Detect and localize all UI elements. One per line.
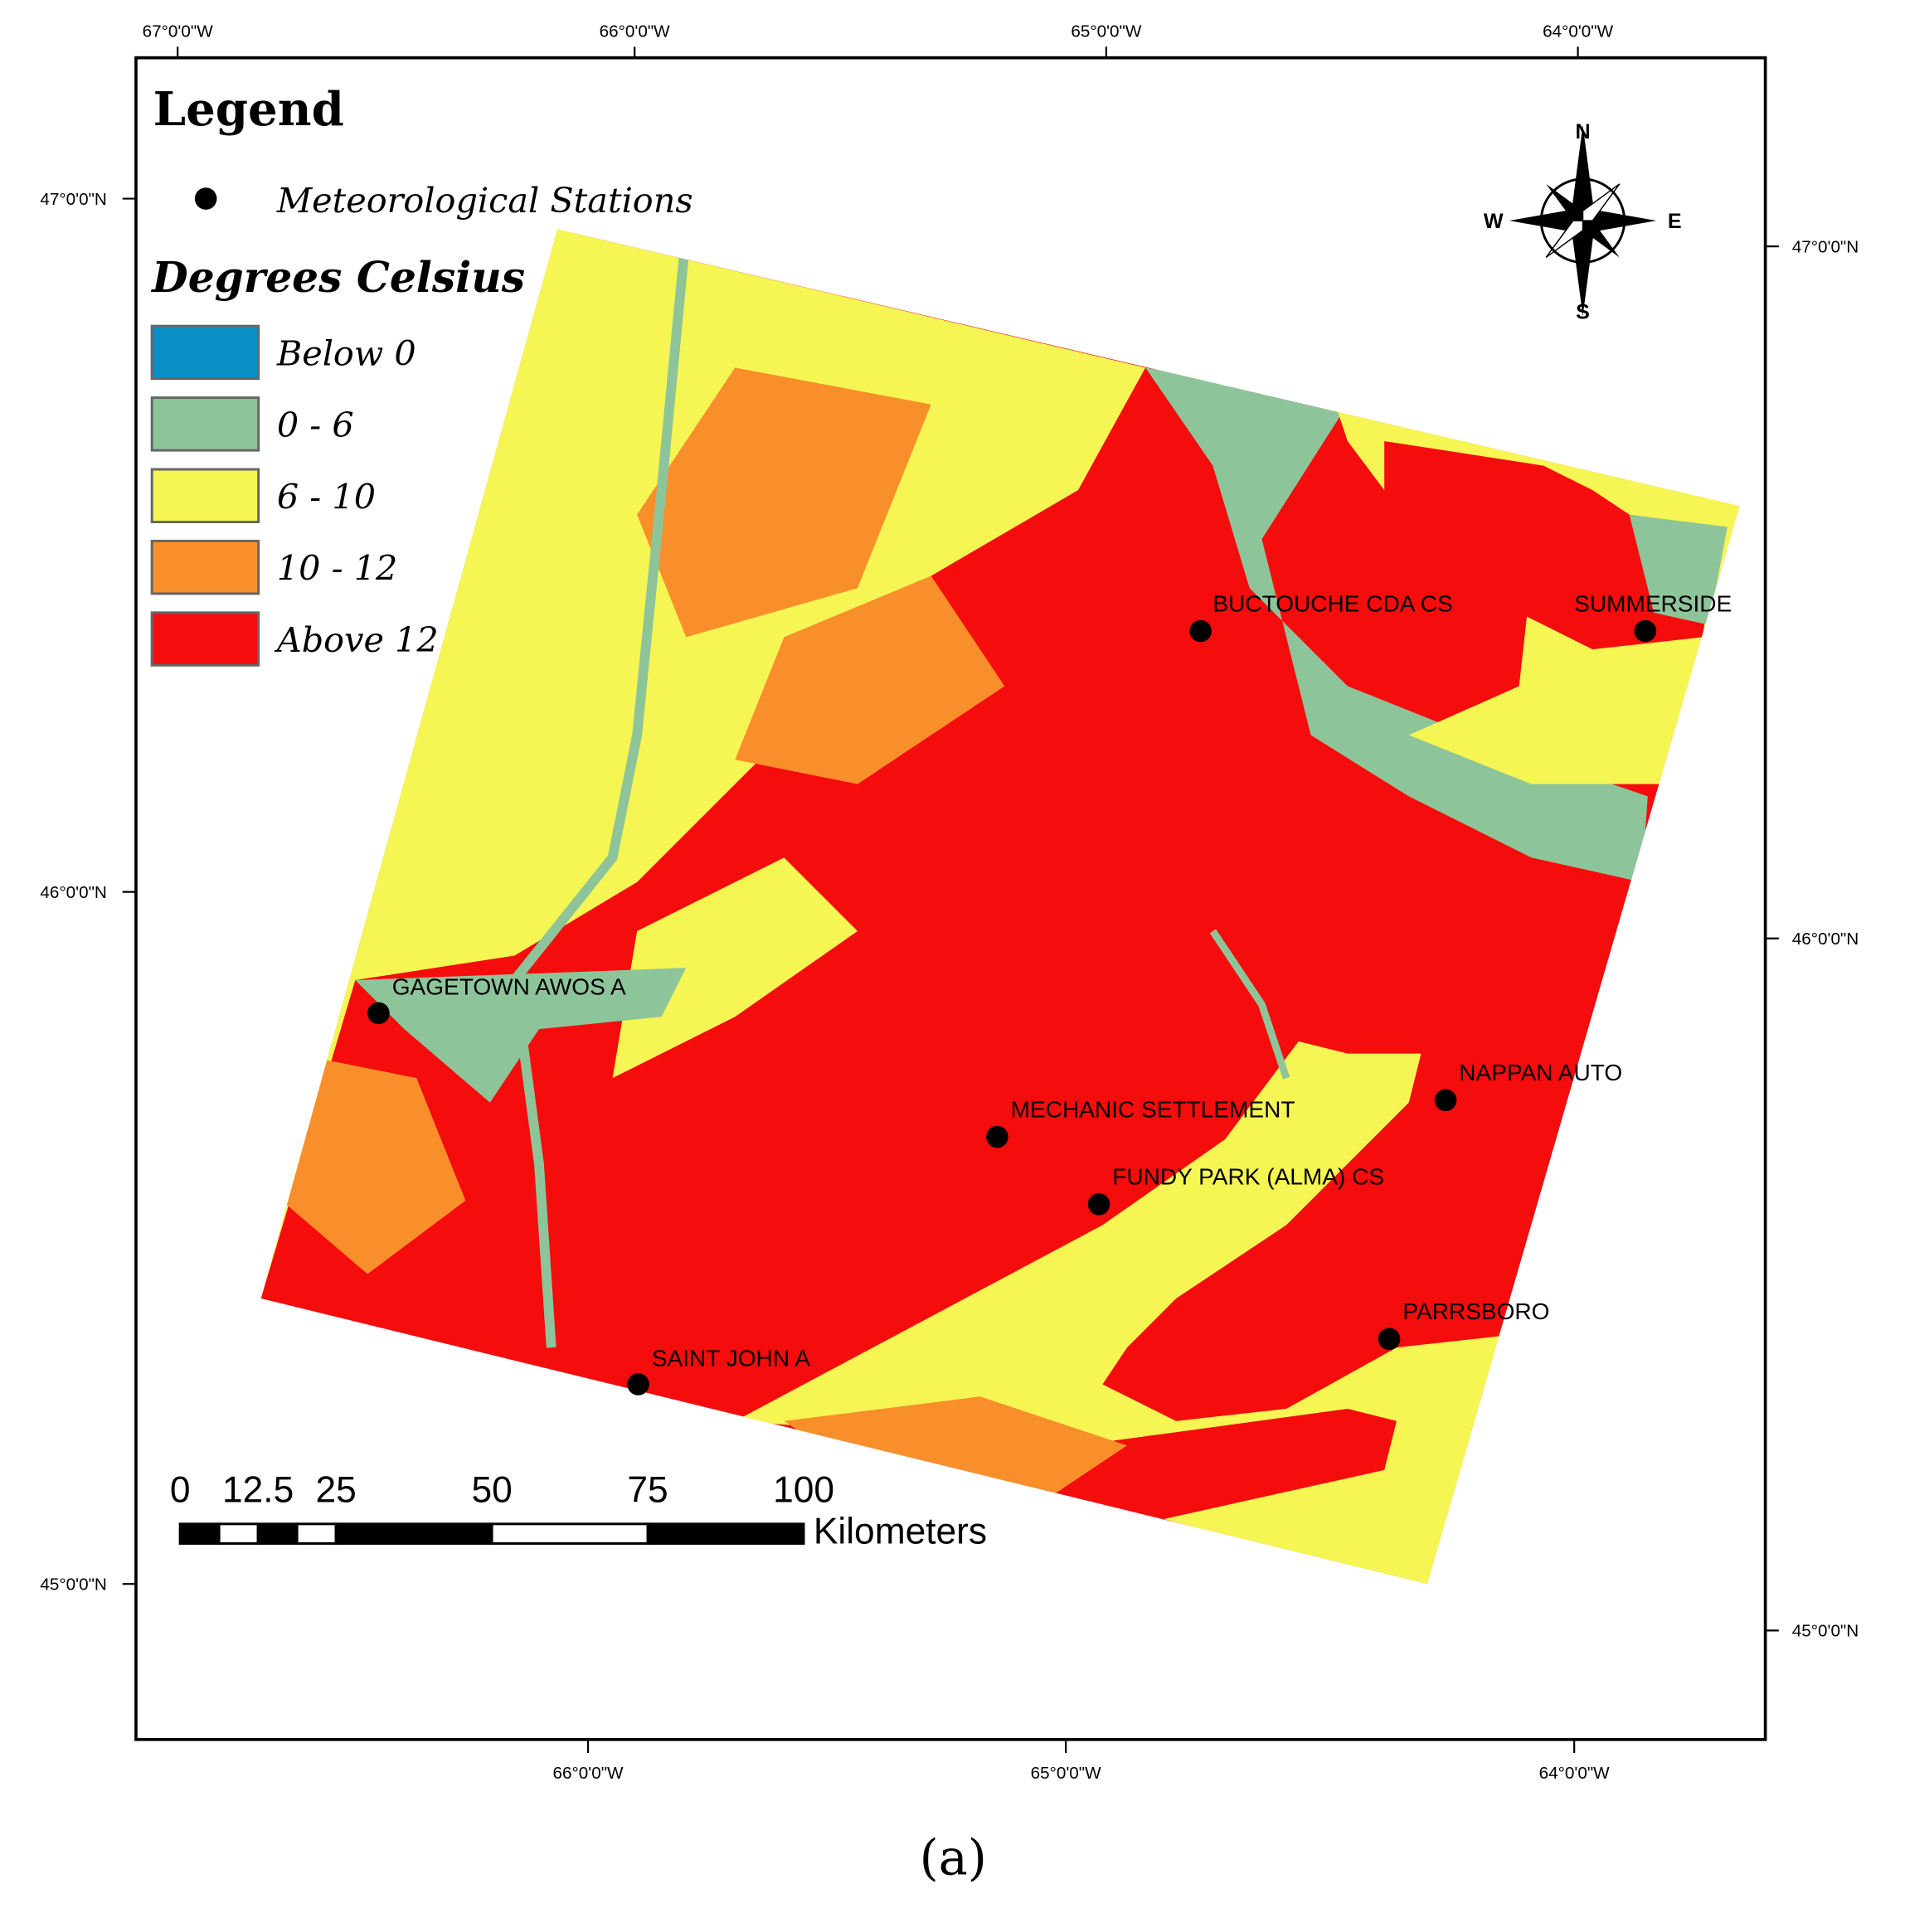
graticule-label: 64°0'0"W xyxy=(1539,1764,1611,1783)
raster-lake xyxy=(355,968,687,1103)
raster-zone xyxy=(735,1041,1507,1585)
raster-river xyxy=(509,232,692,1348)
graticule-label: 66°0'0"W xyxy=(553,1764,624,1783)
scale-label: 0 xyxy=(170,1469,191,1510)
scale-segment xyxy=(217,1522,260,1545)
compass-n: N xyxy=(1575,120,1590,143)
raster-zone xyxy=(1384,441,1716,650)
graticule-label: 47°0'0"N xyxy=(40,190,106,209)
scale-label: 100 xyxy=(773,1469,834,1510)
map-frame xyxy=(134,56,1767,1741)
compass-s: S xyxy=(1576,300,1590,323)
scale-segment xyxy=(334,1522,493,1545)
graticule-label: 64°0'0"W xyxy=(1543,22,1614,41)
station-label: SAINT JOHN A xyxy=(652,1345,810,1371)
raster-river xyxy=(1209,929,1290,1080)
graticule-label: 46°0'0"N xyxy=(40,883,106,902)
station-marker xyxy=(627,1373,649,1396)
graticule-label: 65°0'0"W xyxy=(1031,1764,1102,1783)
scale-label: 75 xyxy=(627,1469,668,1510)
station-marker xyxy=(367,1002,390,1025)
station-label: BUCTOUCHE CDA CS xyxy=(1212,590,1452,616)
scale-segment xyxy=(295,1522,338,1545)
scale-label: 12.5 xyxy=(222,1469,294,1510)
scale-segment xyxy=(256,1522,299,1545)
graticule-label: 66°0'0"W xyxy=(600,22,671,41)
station-marker xyxy=(986,1125,1008,1148)
scale-label: 25 xyxy=(315,1469,356,1510)
legend-label: 0 - 6 xyxy=(277,405,354,445)
scale-label: 50 xyxy=(471,1469,512,1510)
raster-zone xyxy=(260,229,1146,1299)
legend-label: Below 0 xyxy=(276,333,416,373)
north-arrow: N E S W xyxy=(1484,120,1682,323)
station-marker xyxy=(1634,619,1657,643)
legend-swatch xyxy=(150,539,260,595)
station-label: GAGETOWN AWOS A xyxy=(392,974,626,1000)
station-marker xyxy=(1378,1328,1401,1351)
station-marker xyxy=(1087,1193,1110,1216)
raster-zone xyxy=(281,1053,466,1274)
station-label: FUNDY PARK (ALMA) CS xyxy=(1112,1164,1384,1190)
graticule: 67°0'0"W 66°0'0"W 65°0'0"W 64°0'0"W 66°0'0"W… xyxy=(40,22,1859,1784)
graticule-label: 47°0'0"N xyxy=(1792,238,1859,257)
legend-classes: Below 0 0 - 6 6 - 10 10 - 12 Above 12 xyxy=(150,324,439,667)
legend-swatch xyxy=(150,324,260,381)
legend-station-symbol xyxy=(194,187,217,210)
raster-zone xyxy=(1629,514,1728,625)
scale-segment xyxy=(178,1522,221,1545)
graticule-label: 45°0'0"N xyxy=(1792,1622,1859,1641)
graticule-label: 45°0'0"N xyxy=(40,1575,106,1595)
station-marker xyxy=(1189,619,1212,643)
caption: (a) xyxy=(920,1828,987,1886)
raster-zone xyxy=(612,857,858,1079)
station-label: PARRSBORO xyxy=(1402,1299,1549,1324)
station-label: MECHANIC SETTLEMENT xyxy=(1011,1096,1295,1122)
scale-unit: Kilometers xyxy=(814,1511,987,1551)
stations: BUCTOUCHE CDA CS SUMMERSIDE GAGETOWN AWOS … xyxy=(367,590,1732,1396)
station-label: NAPPAN AUTO xyxy=(1459,1060,1622,1085)
station-marker xyxy=(1434,1089,1457,1112)
scale-segment xyxy=(490,1522,649,1545)
legend-classes-title: Degrees Celsius xyxy=(150,253,525,302)
compass-e: E xyxy=(1668,210,1682,233)
legend-swatch xyxy=(150,468,260,524)
scale-segment xyxy=(646,1522,805,1545)
legend-label: 10 - 12 xyxy=(277,549,398,589)
legend-swatch xyxy=(150,396,260,452)
legend-label: 6 - 10 xyxy=(277,477,376,517)
compass-w: W xyxy=(1484,210,1504,233)
graticule-label: 46°0'0"N xyxy=(1792,930,1859,949)
legend-swatch xyxy=(150,611,260,667)
legend-title: Legend xyxy=(153,82,344,137)
temperature-raster xyxy=(260,229,1740,1585)
graticule-label: 65°0'0"W xyxy=(1071,22,1142,41)
legend-label: Above 12 xyxy=(274,620,439,660)
station-label: SUMMERSIDE xyxy=(1574,590,1732,616)
legend-station-label: Meteorological Stations xyxy=(276,181,693,221)
raster-zone xyxy=(637,367,931,638)
raster-zone xyxy=(735,575,1005,784)
graticule-label: 67°0'0"W xyxy=(143,22,214,41)
